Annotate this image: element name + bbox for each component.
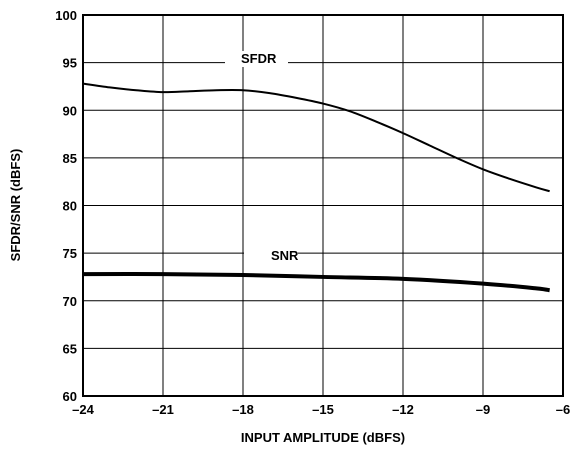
y-tick-label: 60 — [63, 389, 77, 404]
y-tick-label: 95 — [63, 56, 77, 71]
y-axis-title: SFDR/SNR (dBFS) — [8, 149, 23, 262]
series-line-snr — [82, 272, 550, 293]
series-line-sfdr — [82, 82, 550, 193]
y-tick-label: 75 — [63, 246, 77, 261]
y-tick-label: 100 — [55, 8, 77, 23]
x-tick-label: –9 — [476, 402, 490, 417]
x-axis-title: INPUT AMPLITUDE (dBFS) — [241, 430, 405, 445]
y-tick-label: 70 — [63, 294, 77, 309]
plot-frame — [82, 14, 564, 397]
y-tick-label: 85 — [63, 151, 77, 166]
y-tick-label: 90 — [63, 103, 77, 118]
series-labels: SFDR SNR — [225, 51, 299, 264]
series-label-snr: SNR — [271, 248, 299, 263]
label-gap — [244, 248, 298, 264]
grid-lines — [83, 15, 563, 396]
series-label-sfdr: SFDR — [241, 51, 277, 66]
x-tick-label: –15 — [312, 402, 334, 417]
x-axis-ticks: –24 –21 –18 –15 –12 –9 –6 — [72, 402, 570, 417]
series-lines — [82, 82, 550, 293]
x-tick-label: –24 — [72, 402, 94, 417]
x-tick-label: –12 — [392, 402, 414, 417]
x-tick-label: –18 — [232, 402, 254, 417]
label-gap — [225, 51, 288, 67]
x-tick-label: –6 — [556, 402, 570, 417]
y-tick-label: 80 — [63, 199, 77, 214]
y-axis-ticks: 60 65 70 75 80 85 90 95 100 — [55, 8, 77, 404]
x-tick-label: –21 — [152, 402, 174, 417]
y-tick-label: 65 — [63, 341, 77, 356]
